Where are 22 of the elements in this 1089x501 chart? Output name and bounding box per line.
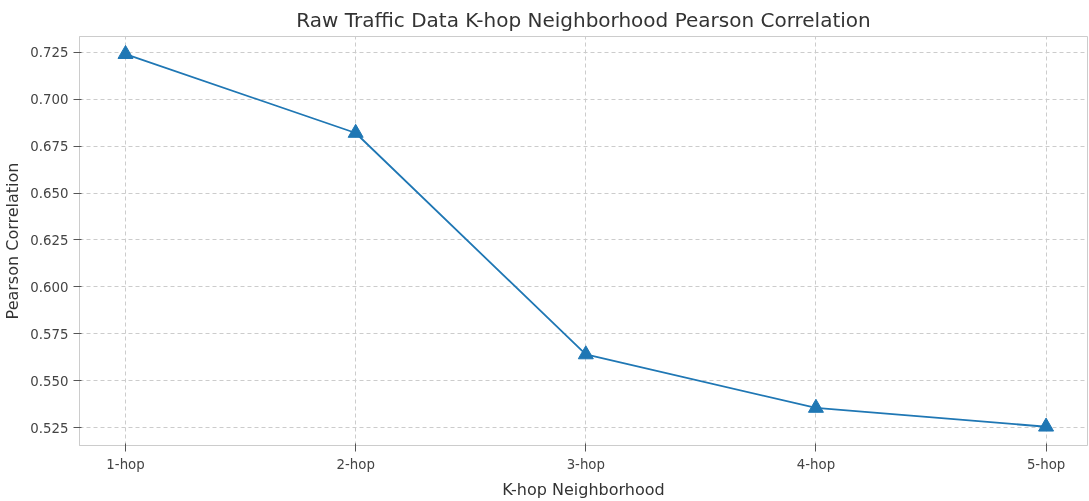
y-tick-label: 0.650: [30, 186, 69, 202]
y-axis-title: Pearson Correlation: [3, 162, 23, 320]
point: [1038, 417, 1055, 432]
y-tick-label: 0.575: [30, 326, 69, 342]
y-tick-label: 0.550: [30, 373, 69, 389]
point: [577, 345, 594, 360]
x-tick-label: 1-hop: [106, 456, 145, 472]
point: [347, 123, 364, 138]
x-tick-label: 4-hop: [796, 456, 836, 472]
y-tick-label: 0.600: [30, 279, 69, 295]
point: [117, 44, 134, 59]
chart-title: Raw Traffic Data K-hop Neighborhood Pearson Correlation: [296, 7, 871, 32]
x-tick-label: 2-hop: [336, 456, 375, 472]
y-tick-label: 0.700: [30, 92, 69, 108]
y-tick-label: 0.625: [30, 232, 69, 248]
y-tick-label: 0.725: [30, 45, 69, 61]
point: [807, 398, 824, 413]
y-tick-label: 0.675: [30, 139, 69, 155]
x-axis-title: K-hop Neighborhood: [502, 479, 665, 499]
y-tick-label: 0.525: [30, 420, 69, 436]
x-tick-label: 5-hop: [1026, 456, 1066, 472]
x-tick-label: 3-hop: [566, 456, 605, 472]
